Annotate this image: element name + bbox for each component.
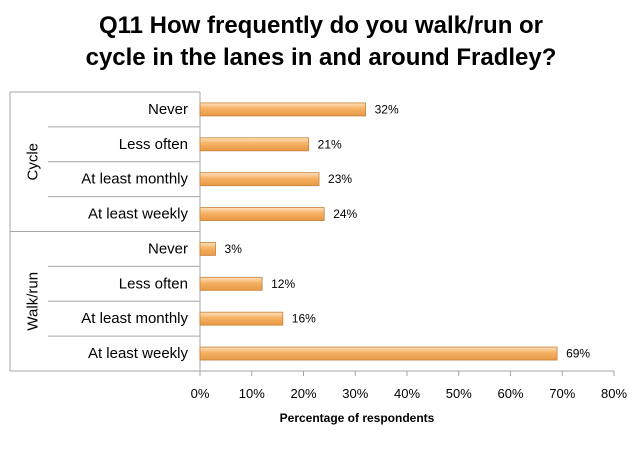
bar [199,311,284,326]
x-tick-label: 10% [239,386,265,401]
bar [199,276,263,291]
data-label: 69% [566,347,590,361]
category-label: At least weekly [88,345,189,362]
bar [199,137,310,152]
x-tick-label: 0% [191,386,210,401]
category-label: Less often [119,136,188,153]
data-label: 12% [271,277,295,291]
x-tick-label: 50% [446,386,472,401]
group-label: Cycle [25,143,42,181]
x-tick-label: 60% [497,386,523,401]
bar [199,172,320,187]
chart-title: Q11 How frequently do you walk/run or cy… [0,10,642,74]
data-label: 23% [328,172,352,186]
category-label: At least monthly [81,171,188,188]
data-label: 16% [292,312,316,326]
x-tick-label: 70% [549,386,575,401]
bar [199,207,325,221]
chart-title-line-1: Q11 How frequently do you walk/run or [98,12,544,39]
bar [199,346,558,361]
chart-title-line-2: cycle in the lanes in and around Fradley… [85,44,557,71]
data-label: 21% [318,137,342,151]
category-label: At least weekly [88,206,189,223]
x-axis-title: Percentage of respondents [280,411,435,425]
category-label: Less often [119,275,188,292]
category-label: Never [148,240,188,257]
category-label: At least monthly [81,310,188,327]
data-label: 24% [333,207,357,221]
x-tick-label: 20% [290,386,316,401]
category-label: Never [148,101,188,118]
data-label: 3% [225,242,243,256]
x-tick-label: 80% [601,386,627,401]
bar [199,242,216,256]
group-label: Walk/run [25,272,42,331]
bar [199,102,367,117]
x-tick-label: 40% [394,386,420,401]
x-tick-label: 30% [342,386,368,401]
data-label: 32% [375,102,399,116]
